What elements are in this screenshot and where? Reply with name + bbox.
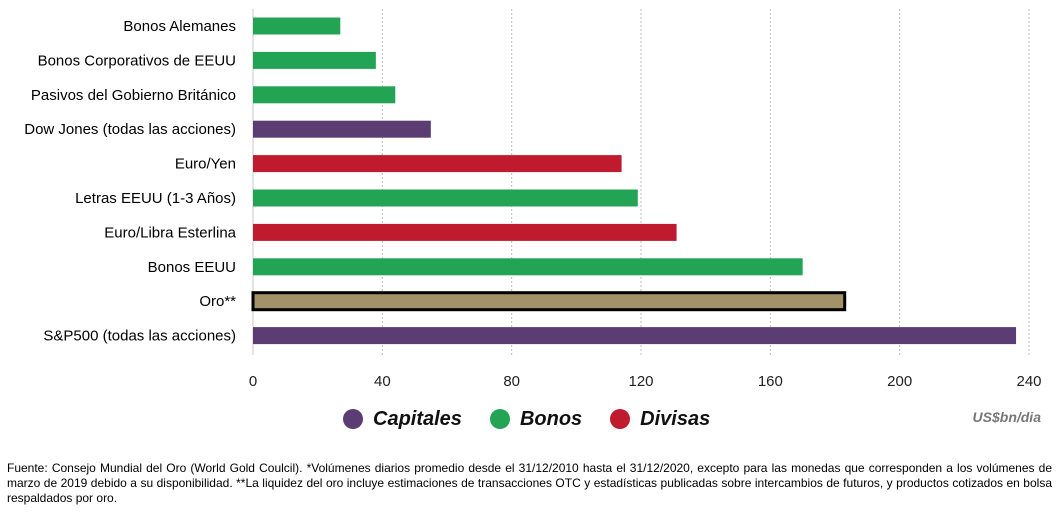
x-tick-label-160: 160 (758, 373, 783, 390)
bar-8 (251, 291, 847, 312)
x-tick-label-240: 240 (1016, 373, 1041, 390)
category-label-2: Pasivos del Gobierno Británico (31, 87, 236, 104)
category-label-5: Letras EEUU (1-3 Años) (75, 190, 236, 207)
legend-dot-divisas (610, 409, 631, 429)
x-tick-label-40: 40 (374, 373, 391, 390)
bar-chart: Bonos Alemanes Bonos Corporativos de EEUU… (24, 9, 1042, 390)
legend-label-divisas: Divisas (640, 407, 711, 430)
bar-2 (253, 86, 396, 104)
x-tick-label-0: 0 (249, 373, 257, 390)
legend-label-bonos: Bonos (519, 407, 583, 430)
x-tick-label-120: 120 (628, 373, 653, 390)
legend-item-capitales: Capitales (343, 408, 462, 431)
category-label-7: Bonos EEUU (148, 259, 236, 276)
bar-3 (253, 120, 431, 138)
chart-bars (251, 17, 1017, 345)
x-axis-tick-labels: 0 40 80 120 160 200 240 (249, 373, 1042, 390)
bar-4 (253, 155, 622, 173)
bar-1 (253, 51, 376, 69)
category-label-9: S&P500 (todas las acciones) (43, 328, 236, 345)
legend-item-bonos: Bonos (489, 407, 583, 431)
source-note: Fuente: Consejo Mundial del Oro (World G… (7, 461, 1052, 505)
x-tick-label-80: 80 (503, 373, 520, 390)
bar-0 (253, 17, 341, 35)
x-tick-label-200: 200 (887, 373, 912, 390)
legend-label-capitales: Capitales (373, 407, 462, 430)
category-labels: Bonos Alemanes Bonos Corporativos de EEUU… (24, 18, 236, 345)
legend-dot-bonos (489, 409, 510, 429)
bar-6 (253, 223, 677, 241)
bar-5 (253, 189, 638, 207)
category-label-1: Bonos Corporativos de EEUU (38, 52, 236, 69)
category-label-8: Oro** (199, 293, 236, 310)
category-label-4: Euro/Yen (175, 156, 236, 173)
bar-7 (253, 258, 803, 276)
unit-label: US$bn/dia (972, 409, 1041, 425)
category-label-6: Euro/Libra Esterlina (104, 224, 236, 241)
legend-dot-capitales (343, 409, 363, 429)
category-label-0: Bonos Alemanes (123, 18, 236, 35)
category-label-3: Dow Jones (todas las acciones) (24, 121, 236, 138)
bar-9 (253, 327, 1017, 345)
legend-item-divisas: Divisas (610, 408, 710, 431)
legend: Capitales Bonos Divisas (343, 404, 710, 434)
